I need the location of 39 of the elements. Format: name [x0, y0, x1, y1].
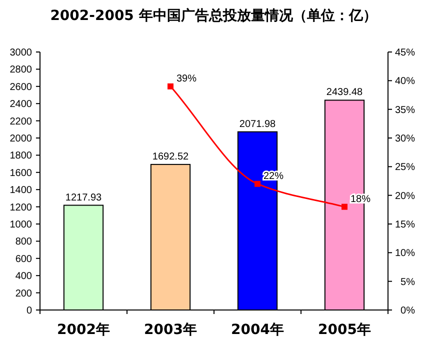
y-tick-label: 2200: [10, 116, 32, 128]
y-tick-label: 2800: [10, 64, 32, 76]
y-tick-label: 1600: [10, 168, 32, 179]
y-tick-label: 0: [26, 306, 32, 316]
y-tick-label: 800: [15, 236, 32, 248]
y-tick-label: 400: [15, 271, 32, 282]
x-tick-label: 2005年: [318, 322, 371, 338]
y2-tick-label: 30%: [394, 134, 416, 144]
y-tick-label: 600: [15, 254, 32, 265]
point: [254, 180, 260, 187]
y-tick-label: 200: [15, 288, 32, 300]
y-tick-label: 2600: [10, 82, 32, 93]
y2-tick-label: 5%: [400, 276, 416, 288]
point: [168, 83, 174, 90]
y2-tick-label: 35%: [394, 104, 416, 116]
y2-tick-label: 45%: [394, 48, 416, 58]
x-tick-label: 2003年: [144, 322, 197, 338]
data-label: 1217.93: [65, 192, 102, 204]
x-tick-label: 2002年: [57, 322, 110, 338]
y-tick-label: 1200: [10, 202, 32, 214]
y-tick-label: 1000: [10, 220, 32, 230]
y-tick-label: 1400: [10, 185, 32, 196]
y-tick-label: 1800: [10, 150, 32, 162]
chart-title: 2002-2005 年中国广告总投放量情况（单位：亿）: [50, 7, 377, 24]
y2-tick-label: 20%: [394, 190, 416, 202]
data-label: 2071.98: [239, 118, 276, 130]
y2-tick-label: 25%: [394, 162, 416, 174]
y2-tick-label: 0%: [400, 306, 416, 316]
y2-tick-label: 15%: [394, 220, 416, 230]
point: [342, 204, 348, 210]
data-label: 1692.52: [152, 151, 190, 162]
data-label: 2439.48: [326, 87, 364, 98]
x-tick-label: 2004年: [231, 322, 284, 338]
y-tick-label: 2400: [10, 99, 32, 110]
y-tick-label: 3000: [10, 48, 32, 58]
y2-tick-label: 40%: [394, 76, 416, 88]
y-tick-label: 2000: [10, 134, 32, 144]
y2-tick-label: 10%: [394, 248, 416, 260]
data-label: 39%: [176, 73, 197, 84]
